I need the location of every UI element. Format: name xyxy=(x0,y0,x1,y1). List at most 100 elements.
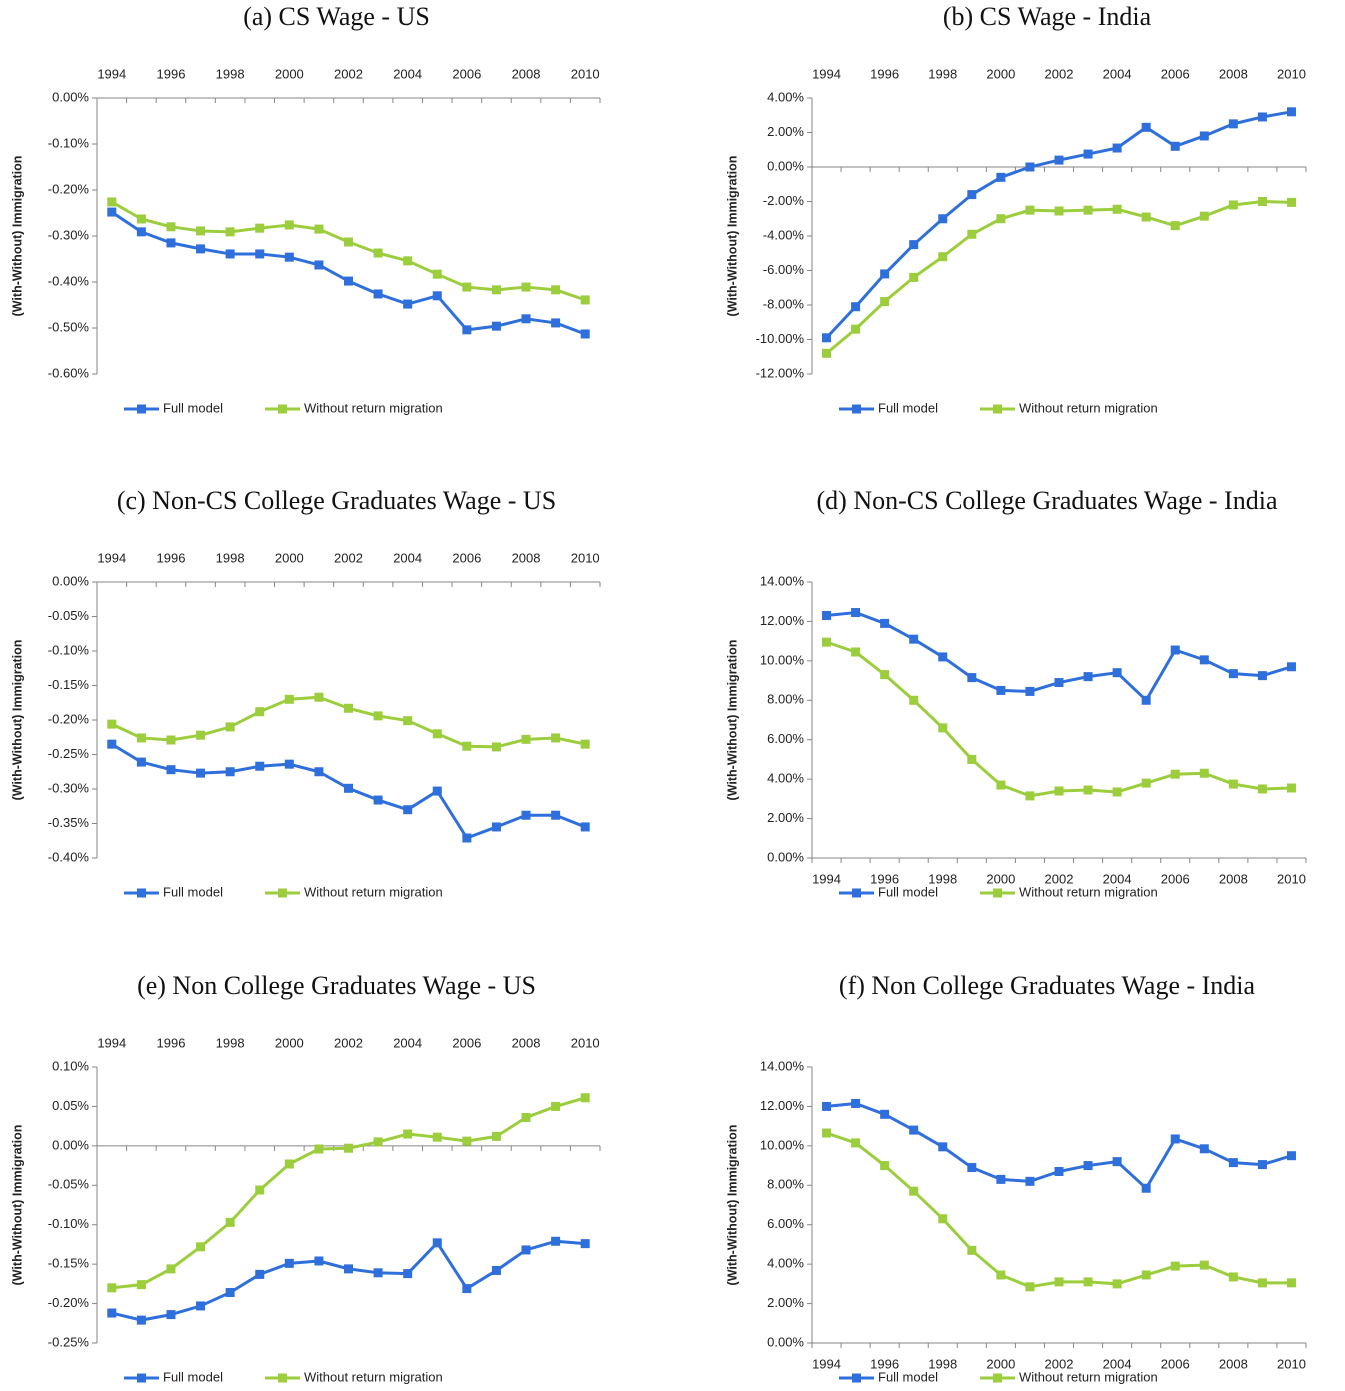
y-tick-label: -8.00% xyxy=(763,296,805,311)
data-point xyxy=(1054,786,1064,796)
data-point xyxy=(851,324,861,334)
data-point xyxy=(136,227,146,237)
data-point xyxy=(136,214,146,224)
data-point xyxy=(196,244,206,254)
data-point xyxy=(1141,122,1151,132)
data-point xyxy=(255,249,265,259)
data-point xyxy=(851,608,861,618)
y-tick-label: -0.30% xyxy=(48,227,90,242)
data-point xyxy=(1083,672,1093,682)
legend-marker xyxy=(137,1373,146,1383)
data-point xyxy=(521,1112,531,1122)
data-point xyxy=(1257,784,1267,794)
y-tick-label: -0.10% xyxy=(48,642,90,657)
legend-marker xyxy=(852,404,861,414)
data-point xyxy=(225,767,235,777)
y-tick-label: 0.10% xyxy=(52,1058,89,1073)
data-point xyxy=(1112,668,1122,678)
data-point xyxy=(344,703,353,713)
data-point xyxy=(996,214,1006,224)
data-point xyxy=(822,348,832,358)
data-point xyxy=(1054,678,1064,688)
data-point xyxy=(909,695,919,705)
x-tick-label: 2008 xyxy=(1219,66,1248,81)
x-tick-label: 1994 xyxy=(97,1035,126,1050)
x-tick-label: 2010 xyxy=(1277,66,1306,81)
data-point xyxy=(580,329,590,339)
x-tick-label: 1996 xyxy=(870,1356,899,1371)
x-tick-label: 2002 xyxy=(1045,66,1074,81)
legend-label: Without return migration xyxy=(1019,400,1158,415)
data-point xyxy=(136,757,146,767)
data-point xyxy=(166,1310,176,1320)
x-tick-label: 2000 xyxy=(275,1035,304,1050)
y-axis-label: (With-Without) Immigration xyxy=(10,640,24,801)
data-point xyxy=(1170,1261,1180,1271)
series-line xyxy=(825,200,1292,355)
series-line xyxy=(826,611,1292,702)
data-point xyxy=(551,285,561,295)
data-point xyxy=(909,240,919,250)
data-point xyxy=(255,1269,265,1279)
x-tick-label: 2002 xyxy=(334,550,363,565)
data-point xyxy=(996,685,1006,695)
data-point xyxy=(1170,141,1180,151)
x-tick-label: 1998 xyxy=(216,550,245,565)
data-point xyxy=(196,226,206,236)
data-point xyxy=(822,1101,832,1111)
data-point xyxy=(314,260,324,270)
x-tick-label: 2000 xyxy=(275,66,304,81)
data-point xyxy=(1199,655,1209,665)
data-point xyxy=(967,190,977,200)
x-tick-label: 2010 xyxy=(1277,871,1306,886)
y-tick-label: -0.30% xyxy=(48,780,90,795)
data-point xyxy=(284,1258,294,1268)
data-point xyxy=(344,237,353,247)
y-tick-label: 6.00% xyxy=(767,731,804,746)
chart-title: (d) Non-CS College Graduates Wage - Indi… xyxy=(817,486,1278,515)
data-point xyxy=(491,321,501,331)
data-point xyxy=(996,172,1006,182)
data-point xyxy=(1054,1277,1064,1287)
x-tick-label: 1994 xyxy=(812,1356,841,1371)
x-tick-label: 2008 xyxy=(512,1035,541,1050)
data-point xyxy=(373,711,383,721)
data-point xyxy=(196,768,206,778)
chart-title: (a) CS Wage - US xyxy=(243,2,430,31)
data-point xyxy=(1083,785,1093,795)
data-point xyxy=(822,1128,832,1138)
data-point xyxy=(909,272,919,282)
y-axis-label: (With-Without) Immigration xyxy=(10,1125,24,1286)
y-tick-label: 12.00% xyxy=(760,1098,805,1113)
legend-label: Without return migration xyxy=(304,1369,443,1384)
legend-label: Without return migration xyxy=(304,884,443,899)
data-point xyxy=(1286,197,1296,207)
data-point xyxy=(967,754,977,764)
x-tick-label: 2010 xyxy=(571,1035,600,1050)
data-point xyxy=(432,269,442,279)
y-tick-label: -0.20% xyxy=(48,1295,90,1310)
data-point xyxy=(551,733,561,743)
series-line xyxy=(826,640,1292,798)
data-point xyxy=(1170,1134,1180,1144)
data-point xyxy=(1112,204,1122,214)
data-point xyxy=(996,1270,1006,1280)
legend-marker xyxy=(852,888,861,898)
legend-marker xyxy=(278,404,287,414)
chart-title: (b) CS Wage - India xyxy=(943,2,1152,31)
y-tick-label: 12.00% xyxy=(760,613,805,628)
data-point xyxy=(107,739,117,749)
x-tick-label: 2000 xyxy=(275,550,304,565)
data-point xyxy=(1257,1278,1267,1288)
x-tick-label: 2010 xyxy=(571,66,600,81)
data-point xyxy=(314,224,324,234)
chart-title: (f) Non College Graduates Wage - India xyxy=(839,971,1256,1000)
y-tick-label: -0.20% xyxy=(48,181,90,196)
data-point xyxy=(1199,131,1209,141)
data-point xyxy=(938,1142,948,1152)
data-point xyxy=(225,249,235,259)
data-point xyxy=(580,295,590,305)
data-point xyxy=(1112,787,1122,797)
x-tick-label: 1994 xyxy=(812,871,841,886)
